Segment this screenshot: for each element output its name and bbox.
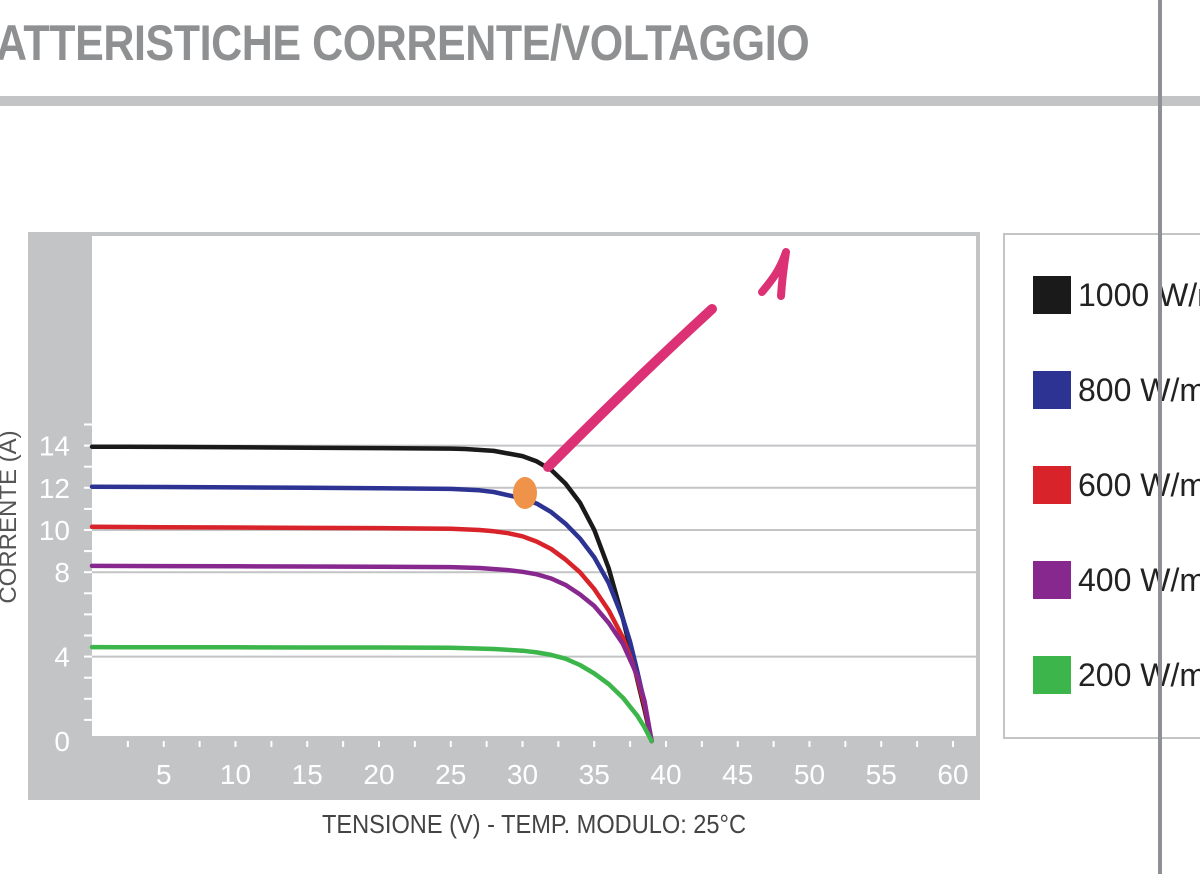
x-tick-label: 60	[937, 759, 968, 790]
x-tick-label: 50	[794, 759, 825, 790]
pink-annotation-mark	[758, 248, 790, 300]
y-tick-label: 0	[54, 726, 70, 757]
legend-label: 1000 W/m	[1078, 277, 1200, 313]
legend-swatch	[1033, 466, 1071, 504]
y-axis-label: CORRENTE (A)	[0, 430, 22, 603]
legend-label: 200 W/m	[1078, 657, 1200, 693]
legend-swatch	[1033, 371, 1071, 409]
x-tick-label: 45	[722, 759, 753, 790]
x-tick-label: 55	[866, 759, 897, 790]
legend-box	[1003, 233, 1200, 739]
x-tick-label: 30	[507, 759, 538, 790]
pink-annotation-stroke	[543, 304, 717, 472]
orange-point-marker	[513, 477, 537, 509]
x-axis-label: TENSIONE (V) - TEMP. MODULO: 25°C	[322, 809, 746, 839]
legend-swatch	[1033, 561, 1071, 599]
y-tick-label: 12	[39, 473, 70, 504]
legend-label: 400 W/m	[1078, 562, 1200, 598]
series-line-1	[89, 484, 654, 744]
series-line-3	[89, 563, 654, 744]
page-divider	[1158, 0, 1162, 874]
x-tick-label: 10	[220, 759, 251, 790]
y-tick-label: 14	[39, 431, 70, 462]
y-tick-label: 4	[54, 642, 70, 673]
legend-swatch	[1033, 656, 1071, 694]
title-rule	[0, 96, 1200, 106]
x-tick-label: 15	[292, 759, 323, 790]
x-tick-label: 20	[363, 759, 394, 790]
y-tick-label: 10	[39, 515, 70, 546]
legend-label: 600 W/m	[1078, 467, 1200, 503]
legend-label: 800 W/m	[1078, 372, 1200, 408]
legend-swatch	[1033, 276, 1071, 314]
x-tick-label: 40	[650, 759, 681, 790]
y-tick-label: 8	[54, 557, 70, 588]
series-line-4	[89, 644, 654, 744]
x-tick-label: 35	[579, 759, 610, 790]
x-tick-label: 25	[435, 759, 466, 790]
page-title: ATTERISTICHE CORRENTE/VOLTAGGIO	[0, 15, 810, 71]
x-tick-label: 5	[156, 759, 172, 790]
